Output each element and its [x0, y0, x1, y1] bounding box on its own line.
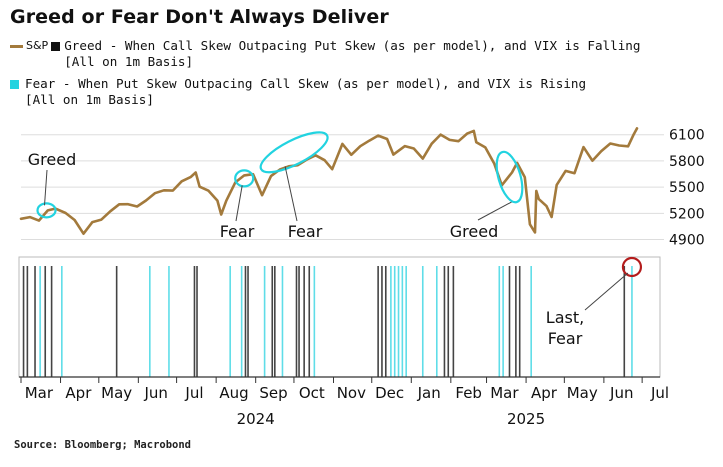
x-month-label: Feb: [455, 384, 482, 402]
x-month-label: Dec: [375, 384, 404, 402]
sp-line: [19, 127, 639, 235]
annotation-leader: [44, 169, 48, 206]
annotation-leader: [584, 272, 629, 311]
x-month-label: Jul: [650, 384, 669, 402]
x-month-label: May: [101, 384, 132, 402]
x-month-label: Nov: [337, 384, 366, 402]
x-month-label: Jan: [417, 384, 441, 402]
annotation-leader: [477, 201, 512, 221]
signal-highlight-ellipse: [36, 202, 57, 219]
signal-bars: [22, 266, 633, 377]
x-month-label: Apr: [531, 384, 558, 402]
signal-highlight-ellipse: [495, 150, 524, 204]
x-month-label: Jul: [184, 384, 203, 402]
x-month-label: Aug: [219, 384, 248, 402]
source-note: Source: Bloomberg; Macrobond: [14, 439, 192, 451]
signal-highlight-ellipse: [259, 131, 329, 174]
y-tick-label: 5500: [669, 180, 705, 196]
fear-annotation-label: Fear: [288, 222, 323, 241]
greed-annotation-label: Greed: [28, 150, 76, 169]
annotation-leader: [284, 166, 298, 222]
last-signal-circle: [621, 256, 643, 278]
x-month-label: Sep: [259, 384, 287, 402]
legend-greed: S&P Greed - When Call Skew Outpacing Put…: [10, 38, 640, 70]
x-month-label: Mar: [490, 384, 519, 402]
fear-legend-line1: Fear - When Put Skew Outpacing Call Skew…: [25, 76, 587, 91]
x-month-label: May: [567, 384, 598, 402]
greed-legend-line2: [All on 1m Basis]: [64, 54, 194, 69]
x-month-label: Oct: [299, 384, 325, 402]
legend-fear: Fear - When Put Skew Outpacing Call Skew…: [10, 76, 586, 108]
fear-legend-line2: [All on 1m Basis]: [25, 92, 154, 107]
x-month-label: Apr: [65, 384, 92, 402]
annotation-layer: Greed Fear Fear Greed Last, Fear: [28, 131, 643, 348]
signal-highlight-ellipse: [234, 169, 255, 188]
greed-legend-text: Greed - When Call Skew Outpacing Put Ske…: [64, 38, 640, 70]
y-tick-label: 5200: [669, 206, 705, 222]
x-month-label: Jun: [609, 384, 633, 402]
sp-legend-label: S&P: [26, 39, 49, 52]
fear-annotation-label: Fear: [220, 222, 255, 241]
x-month-label: Mar: [25, 384, 54, 402]
x-year-label: 2024: [237, 410, 275, 428]
last-fear-label-line2: Fear: [548, 329, 583, 348]
y-tick-labels: 6100 5800 5500 5200 4900: [669, 128, 705, 249]
upper-grid: [21, 134, 664, 241]
last-fear-label-line1: Last,: [546, 308, 584, 327]
x-month-label: Jun: [143, 384, 167, 402]
fear-legend-swatch: [10, 80, 19, 89]
fear-legend-text: Fear - When Put Skew Outpacing Call Skew…: [25, 76, 586, 108]
greed-legend-line1: Greed - When Call Skew Outpacing Put Ske…: [64, 38, 641, 53]
y-tick-label: 5800: [669, 154, 705, 170]
x-axis: Mar Apr May Jun Jul Aug Sep Oct Nov Dec Jan Feb Mar A…: [19, 376, 669, 428]
y-tick-label: 4900: [669, 233, 705, 249]
x-year-label: 2025: [507, 410, 545, 428]
y-tick-label: 6100: [669, 128, 705, 144]
chart-title: Greed or Fear Don't Always Deliver: [10, 6, 389, 28]
greed-legend-swatch: [51, 42, 61, 51]
sp-series: [19, 127, 639, 235]
annotation-leader: [235, 185, 243, 222]
greed-annotation-label: Greed: [450, 222, 498, 241]
sp-legend-swatch: [10, 45, 23, 48]
